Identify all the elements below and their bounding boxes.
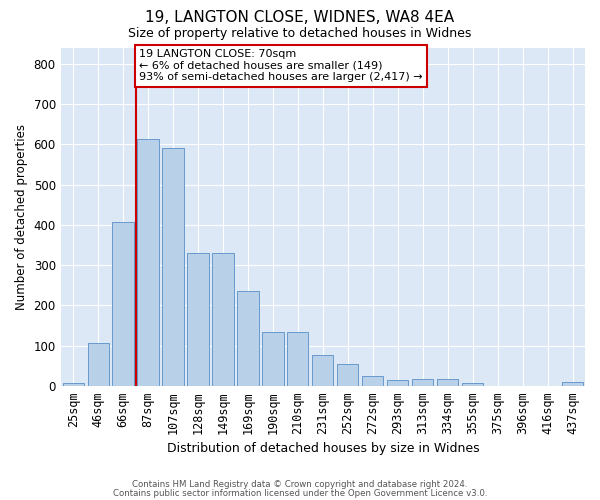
Bar [212, 253, 233, 386]
Bar [137, 138, 158, 386]
Bar [562, 382, 583, 386]
Text: Contains HM Land Registry data © Crown copyright and database right 2024.: Contains HM Land Registry data © Crown c… [132, 480, 468, 489]
Text: Contains public sector information licensed under the Open Government Licence v3: Contains public sector information licen… [113, 488, 487, 498]
Bar [88, 344, 109, 386]
Bar [287, 332, 308, 386]
X-axis label: Distribution of detached houses by size in Widnes: Distribution of detached houses by size … [167, 442, 479, 455]
Bar [163, 148, 184, 386]
Bar [312, 354, 334, 386]
Bar [112, 222, 134, 386]
Bar [362, 376, 383, 386]
Bar [62, 383, 84, 386]
Bar [412, 379, 433, 386]
Text: 19 LANGTON CLOSE: 70sqm
← 6% of detached houses are smaller (149)
93% of semi-de: 19 LANGTON CLOSE: 70sqm ← 6% of detached… [139, 49, 423, 82]
Text: 19, LANGTON CLOSE, WIDNES, WA8 4EA: 19, LANGTON CLOSE, WIDNES, WA8 4EA [145, 10, 455, 25]
Bar [437, 379, 458, 386]
Y-axis label: Number of detached properties: Number of detached properties [15, 124, 28, 310]
Text: Size of property relative to detached houses in Widnes: Size of property relative to detached ho… [128, 28, 472, 40]
Bar [337, 364, 358, 386]
Bar [462, 383, 483, 386]
Bar [187, 253, 209, 386]
Bar [262, 332, 284, 386]
Bar [387, 380, 409, 386]
Bar [238, 290, 259, 386]
